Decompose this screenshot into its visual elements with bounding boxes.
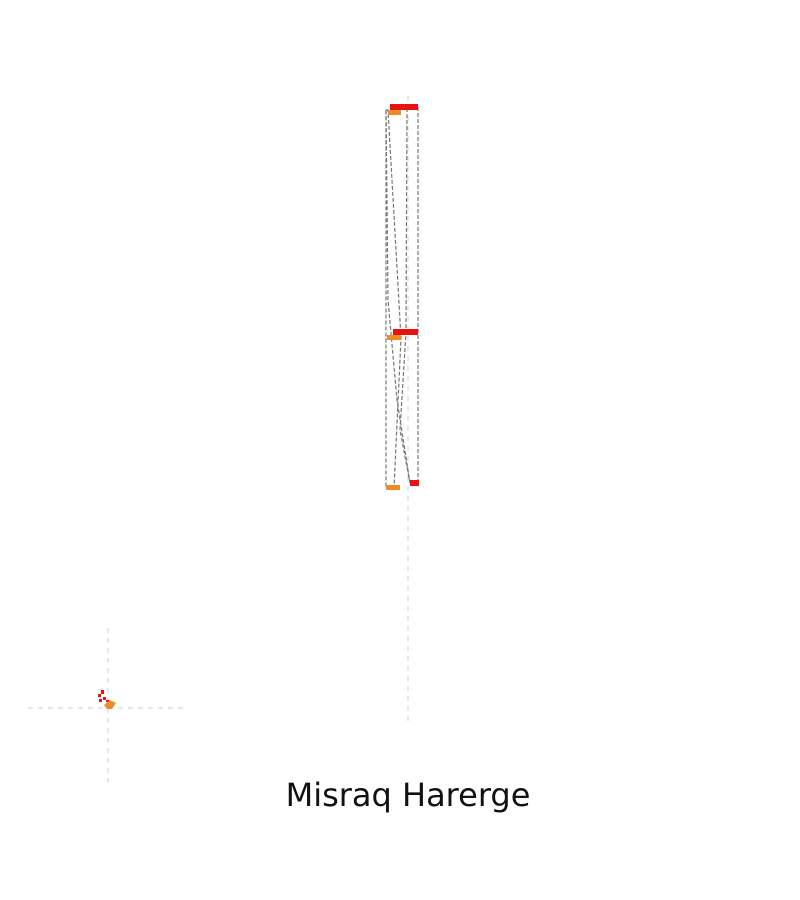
middle-red-patch	[393, 329, 418, 335]
bottom-red-patch	[410, 480, 419, 486]
bottom-orange-patch	[386, 485, 400, 490]
top-red-patch	[390, 104, 418, 110]
outline-crossing	[385, 109, 411, 484]
bottom-patches	[386, 480, 419, 490]
middle-patches	[387, 329, 418, 340]
top-patches	[388, 104, 418, 115]
inset-marker	[98, 690, 116, 709]
region-outline	[385, 106, 419, 489]
top-orange-patch	[388, 110, 401, 115]
middle-orange-patch	[387, 335, 401, 340]
outline-right-part	[399, 106, 419, 484]
outline-left-part	[385, 109, 402, 489]
map-title: Misraq Harerge	[285, 776, 531, 814]
crosshair-guides	[28, 96, 409, 788]
